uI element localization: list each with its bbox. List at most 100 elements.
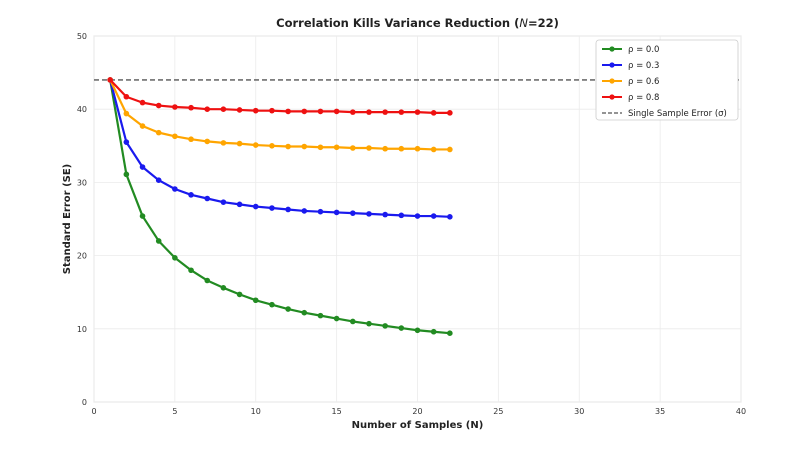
- legend-marker: [609, 94, 615, 100]
- chart-title: Correlation Kills Variance Reduction (N=…: [276, 16, 559, 30]
- data-point: [139, 213, 146, 219]
- legend: ρ = 0.0 ρ = 0.3 ρ = 0.6 ρ = 0.8 Single Sampl…: [595, 39, 739, 121]
- series-group: [107, 77, 453, 336]
- data-point: [317, 208, 324, 215]
- data-point: [430, 146, 437, 153]
- data-point: [269, 301, 275, 308]
- series-line: [109, 79, 450, 151]
- data-point: [414, 213, 421, 219]
- y-tick-label: 50: [77, 32, 87, 41]
- data-point: [188, 267, 194, 274]
- data-point: [414, 145, 421, 152]
- data-point: [220, 140, 227, 146]
- data-point: [236, 291, 243, 298]
- data-point: [333, 315, 340, 322]
- series-1: [107, 77, 453, 220]
- x-tick-label: 0: [91, 407, 96, 416]
- data-point: [317, 312, 324, 319]
- data-point: [269, 205, 275, 211]
- data-point: [366, 109, 372, 115]
- x-axis-label: Number of Samples (N): [352, 420, 484, 431]
- data-point: [204, 138, 211, 145]
- data-point: [123, 139, 130, 145]
- legend-label: ρ = 0.0: [628, 45, 659, 55]
- legend-marker: [609, 46, 615, 52]
- data-point: [236, 140, 243, 147]
- data-point: [236, 107, 243, 113]
- data-point: [220, 106, 227, 112]
- data-point: [398, 212, 405, 219]
- y-axis-label: Standard Error (SE): [62, 164, 73, 274]
- data-point: [220, 199, 227, 205]
- series-line: [109, 79, 450, 335]
- data-point: [366, 145, 372, 151]
- data-point: [139, 164, 146, 170]
- data-point: [382, 109, 388, 115]
- x-tick-label: 5: [172, 407, 177, 416]
- data-point: [252, 107, 259, 114]
- data-point: [123, 110, 130, 117]
- data-point: [155, 102, 162, 109]
- legend-entry: ρ = 0.8: [602, 93, 659, 103]
- data-point: [382, 211, 388, 218]
- data-point: [252, 142, 259, 148]
- data-point: [350, 109, 356, 115]
- x-tick-label: 10: [251, 407, 261, 416]
- data-point: [366, 320, 372, 327]
- data-point: [172, 104, 178, 110]
- x-tick-label: 15: [332, 407, 342, 416]
- grid: [93, 35, 742, 403]
- legend-marker: [609, 62, 615, 68]
- series-2: [107, 77, 453, 153]
- y-tick-label: 10: [77, 325, 87, 334]
- data-point: [172, 186, 178, 192]
- data-point: [447, 110, 453, 116]
- data-point: [366, 211, 372, 217]
- data-point: [188, 104, 194, 111]
- data-point: [333, 108, 340, 115]
- data-point: [204, 106, 211, 112]
- legend-entry: Single Sample Error (σ): [602, 109, 727, 119]
- data-point: [447, 146, 453, 153]
- data-point: [252, 203, 259, 210]
- series-3: [107, 77, 453, 116]
- series-line: [109, 79, 450, 218]
- data-point: [447, 214, 453, 220]
- data-point: [204, 277, 211, 284]
- data-point: [172, 133, 178, 140]
- data-point: [447, 330, 453, 336]
- axis-ticks: 0 5 10 15 20 25 30 35 40 0 10 20 30 40 50: [77, 32, 746, 416]
- legend-label: ρ = 0.8: [628, 93, 659, 103]
- data-point: [398, 325, 405, 331]
- y-tick-label: 0: [82, 398, 87, 407]
- y-tick-label: 20: [77, 252, 87, 261]
- data-point: [430, 328, 437, 335]
- data-point: [269, 143, 275, 149]
- x-tick-label: 30: [574, 407, 584, 416]
- data-point: [382, 145, 388, 152]
- data-point: [220, 285, 227, 291]
- data-point: [333, 209, 340, 216]
- data-point: [155, 238, 162, 244]
- data-point: [155, 177, 162, 184]
- data-point: [236, 201, 243, 208]
- legend-marker: [609, 78, 615, 84]
- legend-entry: ρ = 0.3: [602, 61, 659, 71]
- data-point: [252, 297, 259, 304]
- data-point: [123, 93, 130, 100]
- data-point: [285, 206, 291, 213]
- legend-box: [595, 39, 739, 121]
- data-point: [172, 254, 178, 261]
- data-point: [398, 109, 405, 115]
- data-point: [285, 306, 291, 312]
- data-point: [301, 309, 308, 316]
- data-point: [301, 108, 308, 115]
- data-point: [301, 143, 308, 150]
- data-point: [317, 108, 324, 115]
- data-point: [430, 213, 437, 219]
- data-point: [123, 171, 130, 178]
- legend-label: ρ = 0.6: [628, 77, 659, 87]
- data-point: [333, 144, 340, 151]
- legend-entry: ρ = 0.6: [602, 77, 659, 87]
